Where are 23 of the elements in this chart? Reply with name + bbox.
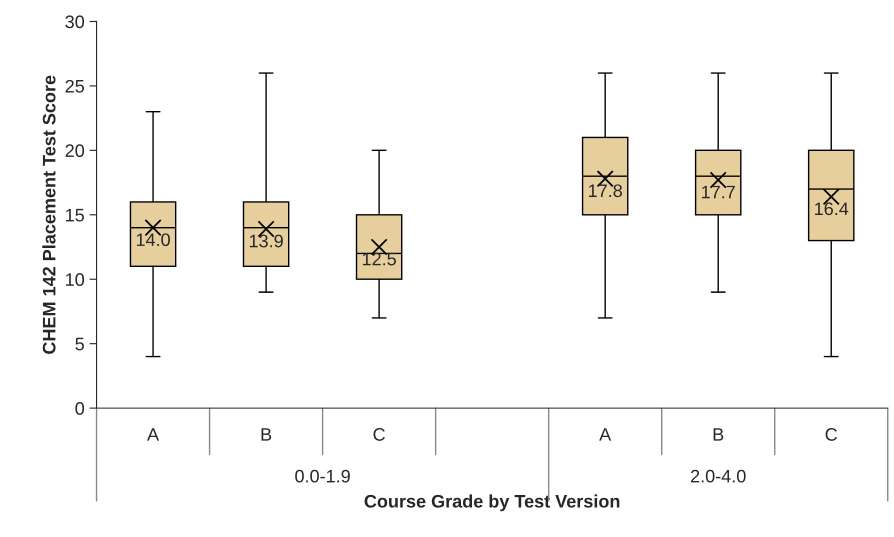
- x-tick-label: A: [599, 428, 612, 441]
- y-tick-label: 30: [65, 15, 84, 28]
- y-tick-label: 15: [66, 208, 84, 222]
- text: 17.8: [588, 184, 622, 198]
- y-tick-label: 0: [75, 402, 84, 415]
- text: 17.7: [702, 186, 735, 198]
- x-tick-label: B: [714, 428, 724, 441]
- x-tick-label: B: [262, 428, 272, 441]
- x-tick-label: C: [374, 428, 385, 441]
- text: 12.5: [362, 252, 396, 266]
- y-tick-label: 25: [66, 80, 84, 93]
- x-tick-label: C: [826, 428, 838, 441]
- y-tick-label: 10: [66, 273, 84, 286]
- text: 13.9: [250, 234, 283, 248]
- text: 16.4: [815, 202, 848, 216]
- text: 2.0-4.0: [691, 470, 746, 483]
- y-tick-label: 5: [75, 338, 84, 350]
- x-tick-label: A: [147, 428, 160, 441]
- y-axis-title: CHEM 142 Placement Test Score: [42, 76, 56, 354]
- text: 14.0: [136, 233, 170, 246]
- y-tick-label: 20: [66, 144, 84, 158]
- text: 0.0-1.9: [295, 470, 350, 483]
- x-axis-title: Course Grade by Test Version: [364, 494, 620, 512]
